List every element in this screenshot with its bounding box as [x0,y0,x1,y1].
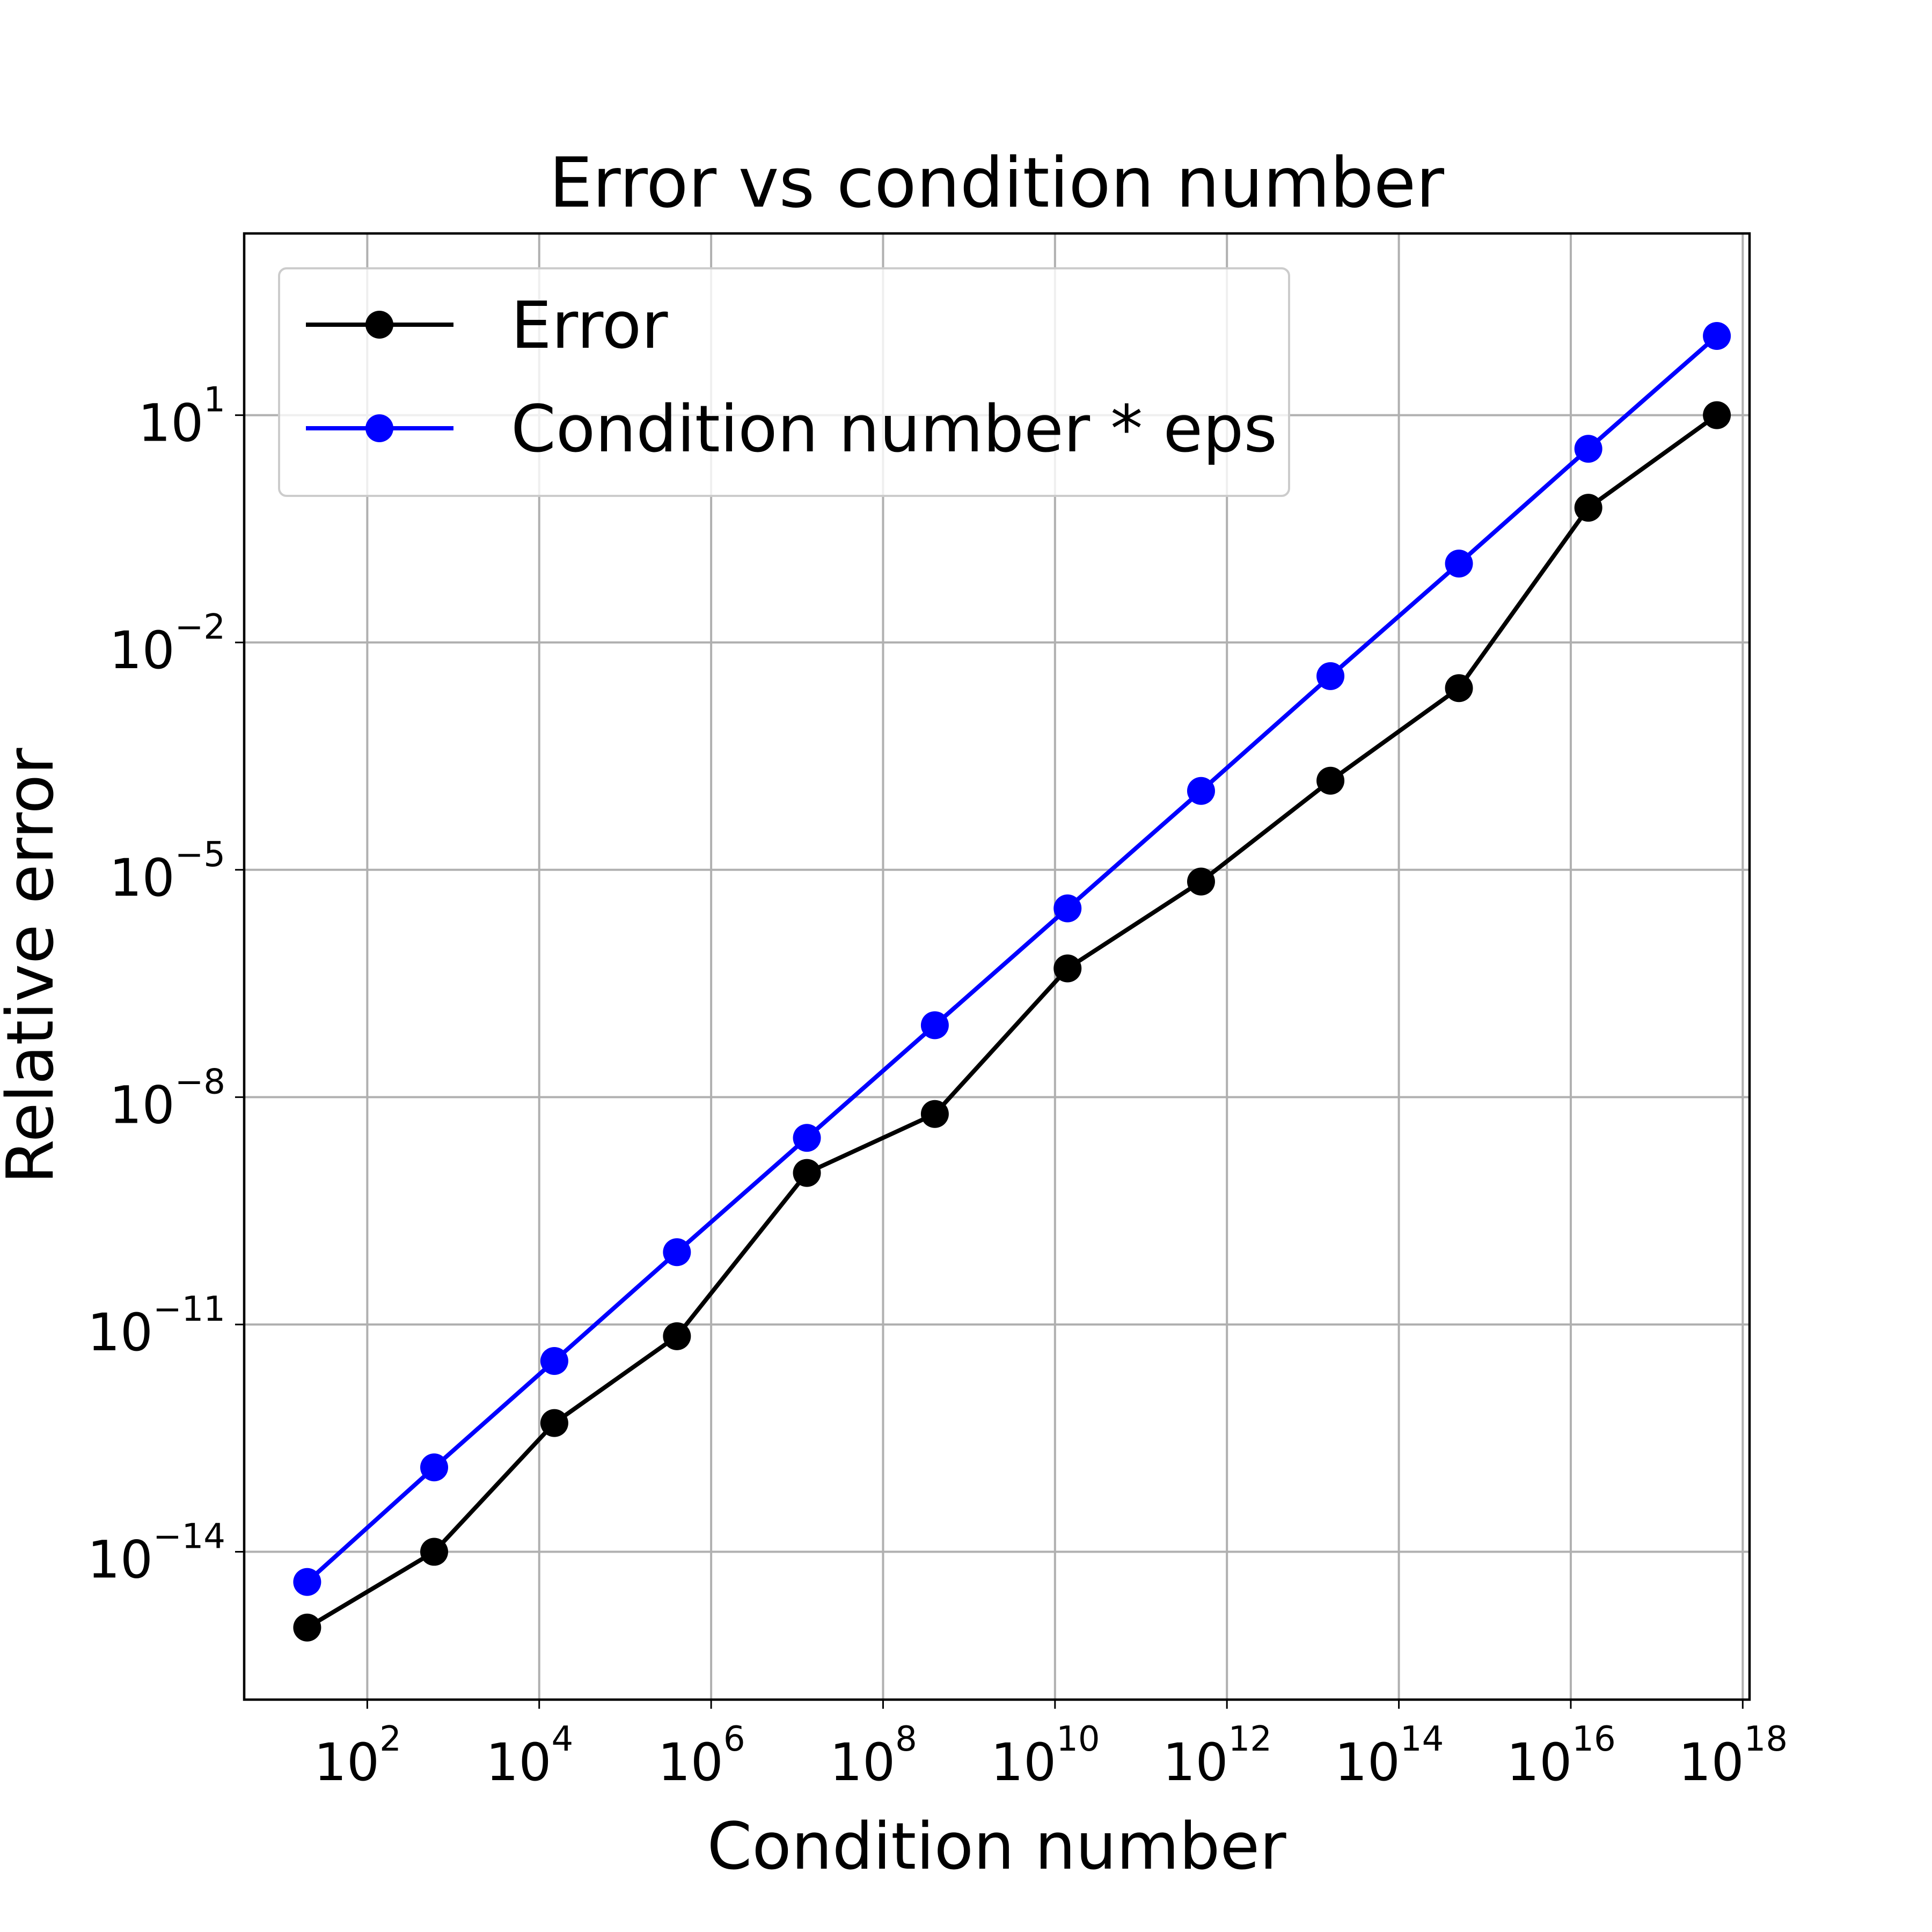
axis-ticks: 102 104 106 108 1010 1012 1014 1016 101810−1410−… [87,380,1788,1792]
data-point-error [1574,494,1602,522]
y-tick-exponent: 1 [203,380,225,420]
y-tick-label: 10−14 [87,1517,225,1590]
y-axis-label: Relative error [0,748,68,1184]
data-point-error [1053,954,1082,983]
x-tick-base: 10 [1162,1732,1228,1792]
y-tick-exponent: −11 [153,1290,225,1329]
y-tick-label: 101 [138,380,225,453]
data-point-error [793,1159,821,1187]
x-axis-label: Condition number [707,1810,1286,1884]
legend: Error Condition number * eps [278,267,1290,497]
x-tick-label: 102 [314,1719,401,1792]
x-tick-base: 10 [830,1732,895,1792]
y-tick-label: 10−8 [109,1062,226,1135]
x-tick-label: 104 [486,1719,573,1792]
y-tick-base: 10 [138,393,203,453]
y-tick-exponent: −5 [175,835,225,875]
data-point-cond-eps [540,1346,568,1375]
series-line-cond-eps [305,334,1718,1584]
x-tick-base: 10 [991,1732,1056,1792]
y-tick-label: 10−2 [109,608,226,680]
data-point-error [420,1538,449,1566]
y-tick-exponent: −8 [175,1062,225,1102]
legend-box [278,267,1290,497]
x-tick-label: 1018 [1679,1719,1788,1792]
x-tick-base: 10 [314,1732,379,1792]
data-point-cond-eps [1316,662,1345,690]
y-tick-label: 10−11 [87,1290,225,1363]
x-tick-base: 10 [1506,1732,1572,1792]
data-point-cond-eps [1703,321,1731,350]
data-point-error [920,1100,949,1128]
x-tick-exponent: 6 [723,1719,745,1759]
x-tick-exponent: 4 [551,1719,573,1759]
x-tick-exponent: 2 [379,1719,401,1759]
data-point-error [663,1322,691,1350]
y-tick-base: 10 [109,848,175,908]
x-tick-base: 10 [1335,1732,1400,1792]
y-tick-base: 10 [109,1075,175,1135]
x-tick-label: 1014 [1335,1719,1444,1792]
series-lines [305,334,1718,1630]
data-point-cond-eps [920,1011,949,1040]
data-point-error [1445,674,1473,702]
x-tick-base: 10 [486,1732,551,1792]
plot-frame [243,232,1751,1701]
x-tick-label: 1012 [1162,1719,1272,1792]
y-tick-base: 10 [109,620,175,680]
x-tick-exponent: 14 [1400,1719,1444,1759]
x-tick-exponent: 10 [1056,1719,1100,1759]
x-tick-label: 106 [658,1719,745,1792]
x-tick-label: 1010 [991,1719,1100,1792]
x-tick-exponent: 16 [1572,1719,1615,1759]
data-point-cond-eps [293,1568,321,1596]
x-tick-base: 10 [658,1732,723,1792]
y-tick-exponent: −2 [175,608,225,647]
x-tick-exponent: 12 [1228,1719,1272,1759]
data-point-error [293,1613,321,1642]
data-point-cond-eps [1187,777,1215,805]
legend-swatch-cond-eps-marker [365,414,393,442]
y-tick-exponent: −14 [153,1517,225,1557]
legend-label-error: Error [511,289,668,363]
data-point-cond-eps [793,1124,821,1152]
data-point-error [1703,401,1731,429]
data-point-cond-eps [1574,435,1602,463]
chart-title: Error vs condition number [549,143,1444,223]
data-point-cond-eps [1445,550,1473,578]
data-point-cond-eps [420,1453,449,1482]
legend-swatch-error-marker [365,311,393,339]
data-point-cond-eps [1053,894,1082,923]
x-tick-label: 108 [830,1719,917,1792]
x-tick-base: 10 [1679,1732,1744,1792]
x-tick-label: 1016 [1506,1719,1616,1792]
y-tick-base: 10 [87,1302,153,1363]
data-point-error [540,1409,568,1437]
x-tick-exponent: 8 [895,1719,917,1759]
y-tick-base: 10 [87,1530,153,1590]
legend-label-cond-eps: Condition number * eps [511,392,1277,467]
x-tick-exponent: 18 [1744,1719,1788,1759]
data-point-error [1187,867,1215,896]
y-tick-label: 10−5 [109,835,226,908]
data-point-error [1316,766,1345,795]
series-line-error [306,413,1718,1630]
series-points [293,321,1731,1642]
data-point-cond-eps [663,1238,691,1267]
